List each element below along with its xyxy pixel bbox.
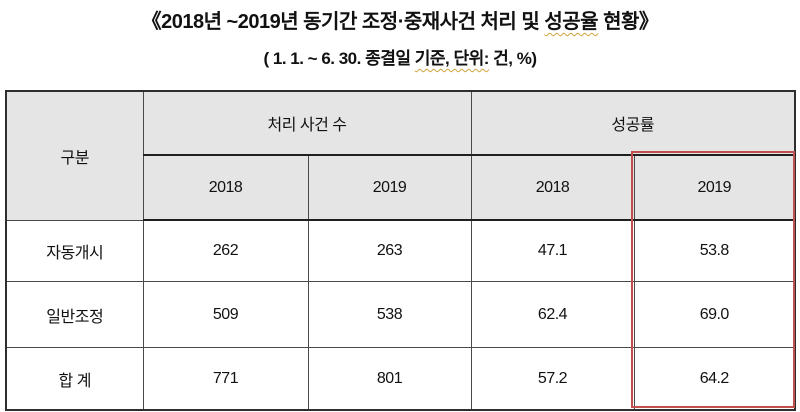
cell-general-processed-2018: 509 (142, 281, 309, 348)
cell-general-success-2018: 62.4 (470, 281, 635, 348)
cell-general-success-2019: 69.0 (633, 281, 796, 348)
document-title: 《2018년 ~2019년 동기간 조정·중재사건 처리 및 성공율 현황》 (0, 5, 800, 34)
table-row-total: 합 계 771 801 57.2 64.2 (5, 347, 796, 411)
cell-total-processed-2018: 771 (142, 347, 309, 411)
cell-total-success-2019: 64.2 (633, 347, 796, 411)
row-label-total: 합 계 (5, 347, 144, 411)
table-row-general-mediation: 일반조정 509 538 62.4 69.0 (5, 281, 796, 348)
subtitle-text-prefix: ( 1. 1. ~ 6. 30. 종결일 (263, 49, 415, 68)
group-header-processed-cases: 처리 사건 수 (142, 90, 472, 156)
cell-auto-success-2018: 47.1 (470, 219, 635, 282)
cell-auto-processed-2018: 262 (142, 219, 309, 282)
cell-auto-success-2019: 53.8 (633, 219, 796, 282)
header-row-groups: 구분 처리 사건 수 성공률 (5, 90, 796, 221)
corner-header-cell: 구분 (5, 90, 144, 221)
group-header-success-rate: 성공률 (470, 90, 796, 156)
title-text-suffix: 현황》 (598, 11, 659, 33)
header-row-years: 2018 2019 2018 2019 (6, 154, 796, 221)
title-text-prefix: 《2018년 ~2019년 동기간 조정·중재사건 처리 및 (141, 11, 545, 33)
stats-table-wrapper: 구분 처리 사건 수 성공률 2018 2019 2018 2019 자동개시 … (5, 90, 797, 411)
document-subtitle: ( 1. 1. ~ 6. 30. 종결일 기준, 단위: 건, %) (0, 44, 800, 69)
year-header-success-2018: 2018 (470, 154, 635, 221)
title-spellcheck-squiggle: 성공율 (544, 11, 599, 33)
cell-general-processed-2019: 538 (307, 281, 472, 348)
row-label-auto-commencement: 자동개시 (5, 219, 144, 282)
cell-total-processed-2019: 801 (307, 347, 472, 411)
table-row-auto-commencement: 자동개시 262 263 47.1 53.8 (5, 219, 796, 282)
stats-table: 구분 처리 사건 수 성공률 2018 2019 2018 2019 자동개시 … (5, 90, 797, 411)
cell-auto-processed-2019: 263 (307, 219, 472, 282)
year-header-success-2019: 2019 (633, 154, 796, 221)
year-header-processed-2019: 2019 (307, 154, 472, 221)
subtitle-text-suffix: 건, %) (488, 49, 537, 68)
cell-total-success-2018: 57.2 (470, 347, 635, 411)
row-label-general-mediation: 일반조정 (5, 281, 144, 348)
year-header-processed-2018: 2018 (142, 154, 309, 221)
subtitle-spellcheck-squiggle: 기준, 단위: (414, 49, 490, 68)
